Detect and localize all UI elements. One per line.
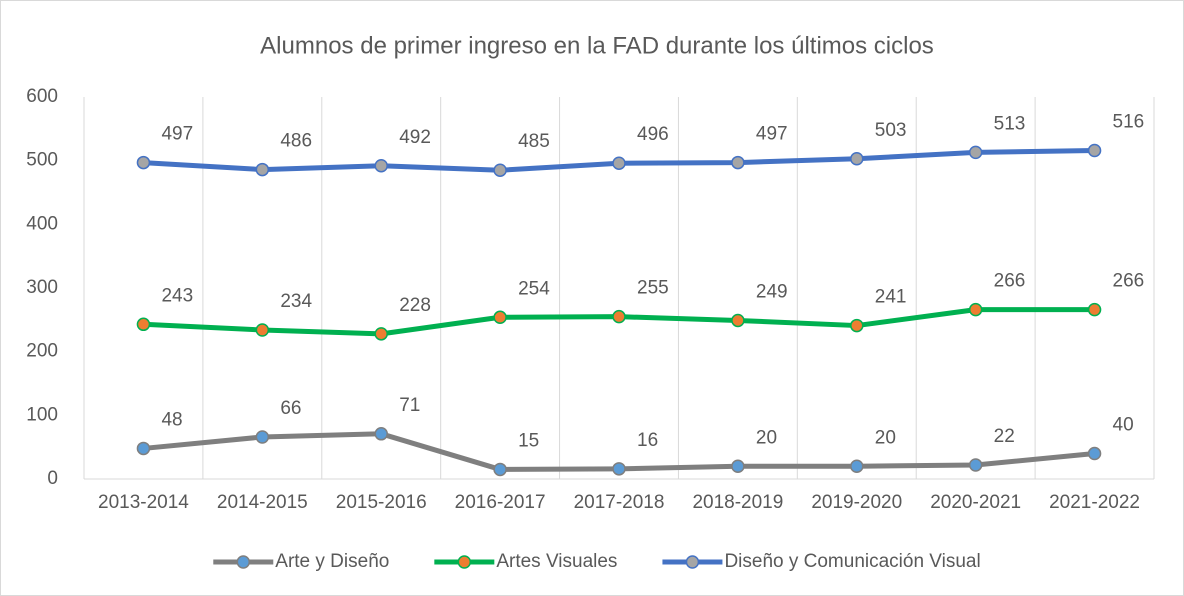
y-tick-label: 500	[26, 150, 58, 171]
data-label: 228	[399, 295, 431, 316]
marker	[850, 318, 864, 333]
marker	[136, 441, 151, 456]
y-tick-label: 100	[26, 404, 58, 425]
x-tick-label: 2013-2014	[98, 492, 189, 513]
data-label: 243	[161, 285, 193, 306]
marker	[255, 162, 270, 177]
marker	[374, 427, 388, 441]
y-tick-label: 300	[26, 277, 58, 298]
marker	[493, 163, 507, 177]
data-label: 254	[518, 278, 550, 299]
marker	[136, 155, 151, 170]
marker	[968, 458, 983, 472]
legend-marker	[236, 555, 251, 569]
data-label: 71	[399, 395, 420, 416]
marker	[255, 323, 270, 337]
marker	[1087, 446, 1102, 461]
marker	[255, 430, 270, 444]
marker	[731, 155, 745, 170]
legend-label: Diseño y Comunicación Visual	[724, 551, 980, 572]
marker	[850, 152, 864, 166]
x-tick-label: 2014-2015	[217, 492, 308, 513]
marker	[1087, 302, 1102, 317]
data-label: 497	[756, 124, 788, 145]
marker	[136, 317, 151, 332]
data-label: 503	[875, 120, 907, 141]
x-tick-label: 2016-2017	[455, 492, 546, 513]
data-label: 255	[637, 278, 669, 299]
data-label: 497	[161, 124, 193, 145]
marker	[731, 459, 745, 474]
legend-marker	[685, 555, 700, 569]
marker	[612, 309, 626, 324]
data-label: 485	[518, 131, 550, 152]
marker	[612, 156, 626, 170]
x-tick-label: 2020-2021	[930, 492, 1021, 513]
y-tick-label: 600	[26, 86, 58, 107]
x-tick-label: 2018-2019	[692, 492, 783, 513]
data-label: 48	[161, 409, 182, 430]
x-tick-label: 2017-2018	[574, 492, 665, 513]
marker	[968, 302, 983, 317]
legend-label: Arte y Diseño	[275, 551, 389, 572]
marker	[612, 462, 626, 476]
data-label: 266	[994, 271, 1026, 292]
marker	[850, 459, 864, 474]
legend-label: Artes Visuales	[496, 551, 617, 572]
marker	[374, 327, 388, 341]
x-tick-label: 2021-2022	[1049, 492, 1140, 513]
data-label: 234	[280, 291, 312, 312]
y-tick-label: 0	[47, 468, 58, 489]
marker	[493, 462, 507, 477]
legend-marker	[457, 555, 472, 569]
data-label: 492	[399, 127, 431, 148]
data-label: 22	[994, 426, 1015, 447]
y-tick-label: 400	[26, 213, 58, 234]
marker	[374, 159, 388, 173]
data-label: 20	[875, 427, 896, 448]
chart-title: Alumnos de primer ingreso en la FAD dura…	[260, 32, 934, 59]
marker	[968, 145, 983, 160]
data-label: 496	[637, 124, 669, 145]
marker	[1087, 143, 1102, 158]
data-label: 486	[280, 131, 312, 152]
y-tick-label: 200	[26, 341, 58, 362]
marker	[493, 310, 507, 325]
data-label: 40	[1113, 415, 1134, 436]
x-tick-label: 2019-2020	[811, 492, 902, 513]
data-label: 16	[637, 430, 658, 451]
marker	[731, 313, 745, 328]
data-label: 241	[875, 287, 907, 308]
data-label: 266	[1113, 271, 1145, 292]
x-tick-label: 2015-2016	[336, 492, 427, 513]
data-label: 249	[756, 281, 788, 302]
data-label: 20	[756, 427, 777, 448]
data-label: 66	[280, 398, 301, 419]
data-label: 513	[994, 113, 1026, 134]
data-label: 516	[1113, 111, 1145, 132]
data-label: 15	[518, 430, 539, 451]
